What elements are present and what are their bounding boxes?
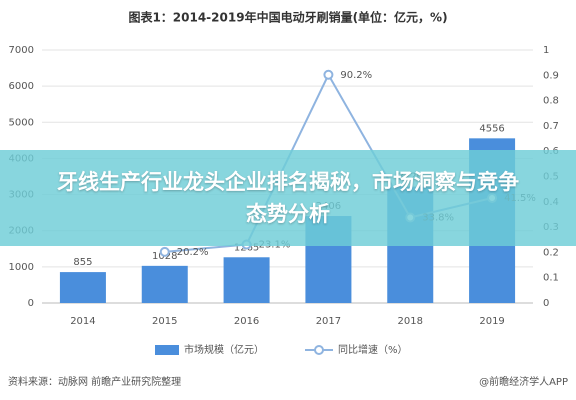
bar — [59, 272, 106, 303]
legend-label: 市场规模（亿元） — [184, 343, 264, 356]
y-tick-label: 7000 — [9, 45, 34, 56]
bar — [223, 257, 270, 303]
x-tick-label: 2016 — [234, 316, 259, 327]
x-tick-label: 2017 — [316, 316, 341, 327]
growth-label: 20.2% — [177, 247, 209, 258]
y2-tick-label: 0.2 — [543, 247, 559, 258]
banner: 牙线生产行业龙头企业排名揭秘，市场洞察与竞争态势分析 — [0, 150, 576, 246]
bar-label: 855 — [73, 257, 92, 268]
credit: @前瞻经济学人APP — [479, 375, 568, 388]
legend-label: 同比增速（%） — [338, 343, 408, 356]
y-tick-label: 1000 — [9, 262, 34, 273]
x-tick-label: 2018 — [398, 316, 423, 327]
y2-tick-label: 1 — [543, 45, 549, 56]
x-tick-label: 2015 — [152, 316, 177, 327]
y2-tick-label: 0.8 — [543, 96, 559, 107]
y2-tick-label: 0.9 — [543, 70, 559, 81]
y-tick-label: 5000 — [9, 117, 34, 128]
source: 资料来源：动脉网 前瞻产业研究院整理 — [8, 375, 181, 388]
y-tick-label: 0 — [28, 298, 34, 309]
growth-point — [323, 69, 334, 80]
y-tick-label: 6000 — [9, 81, 34, 92]
growth-label: 90.2% — [340, 70, 372, 81]
y2-tick-label: 0.7 — [543, 121, 559, 132]
x-tick-label: 2019 — [479, 316, 504, 327]
bar-label: 4556 — [479, 123, 504, 134]
y2-tick-label: 0 — [543, 298, 549, 309]
growth-point — [159, 246, 170, 257]
bar — [141, 265, 188, 303]
legend-swatch — [314, 345, 324, 355]
chart-title: 图表1：2014-2019年中国电动牙刷销量(单位：亿元，%) — [128, 10, 447, 25]
banner-text: 牙线生产行业龙头企业排名揭秘，市场洞察与竞争态势分析 — [57, 170, 519, 226]
y2-tick-label: 0.1 — [543, 273, 559, 284]
x-tick-label: 2014 — [70, 316, 95, 327]
legend-swatch — [155, 345, 179, 355]
